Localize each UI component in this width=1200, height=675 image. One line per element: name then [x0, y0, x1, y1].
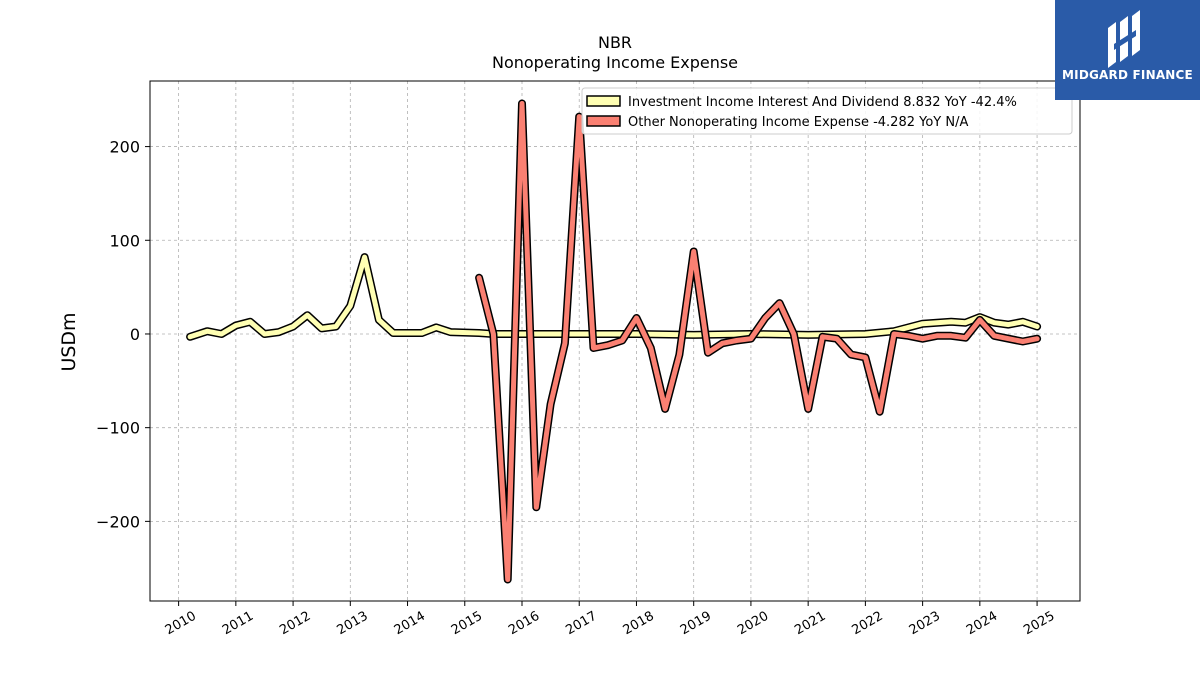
logo-text: MIDGARD FINANCE	[1062, 68, 1193, 82]
x-tick-label: 2013	[334, 609, 370, 639]
x-tick-label: 2022	[850, 609, 886, 639]
y-tick-label: 100	[109, 231, 140, 250]
plot-area-frame	[149, 80, 1081, 602]
x-tick-label: 2015	[449, 609, 485, 639]
x-tick-label: 2021	[792, 609, 828, 639]
x-tick-label: 2011	[220, 609, 256, 639]
x-tick-label: 2010	[163, 609, 199, 639]
x-tick-label: 2023	[907, 609, 943, 639]
x-tick-label: 2018	[621, 609, 657, 639]
x-tick-label: 2020	[735, 609, 771, 639]
legend-swatch-0	[586, 95, 621, 107]
y-tick-label: 0	[130, 325, 140, 344]
series-line-0	[187, 254, 1040, 340]
x-tick-label: 2019	[678, 609, 714, 639]
legend-box	[581, 87, 1073, 135]
legend-swatch-1	[586, 115, 621, 127]
legend-label-1: Other Nonoperating Income Expense -4.282…	[628, 115, 968, 130]
chart-title: NBR	[598, 33, 632, 52]
x-tick-label: 2016	[506, 609, 542, 639]
y-tick-label: −100	[96, 419, 140, 438]
midgard-finance-logo: MIDGARD FINANCE	[1055, 0, 1200, 100]
series-lines	[186, 99, 1042, 584]
x-tick-label: 2024	[964, 609, 1000, 639]
series-line-1	[476, 101, 1040, 582]
legend: Investment Income Interest And Dividend …	[581, 87, 1073, 135]
y-axis-label: USDm	[58, 312, 80, 371]
chart-subtitle: Nonoperating Income Expense	[492, 53, 738, 72]
x-tick-label: 2025	[1021, 609, 1057, 639]
legend-label-0: Investment Income Interest And Dividend …	[628, 95, 1017, 110]
y-tick-label: 200	[109, 138, 140, 157]
logo-mark-icon	[1108, 10, 1140, 68]
y-tick-label: −200	[96, 512, 140, 531]
x-tick-label: 2012	[277, 609, 313, 639]
x-tick-label: 2017	[563, 609, 599, 639]
x-tick-label: 2014	[392, 609, 428, 639]
